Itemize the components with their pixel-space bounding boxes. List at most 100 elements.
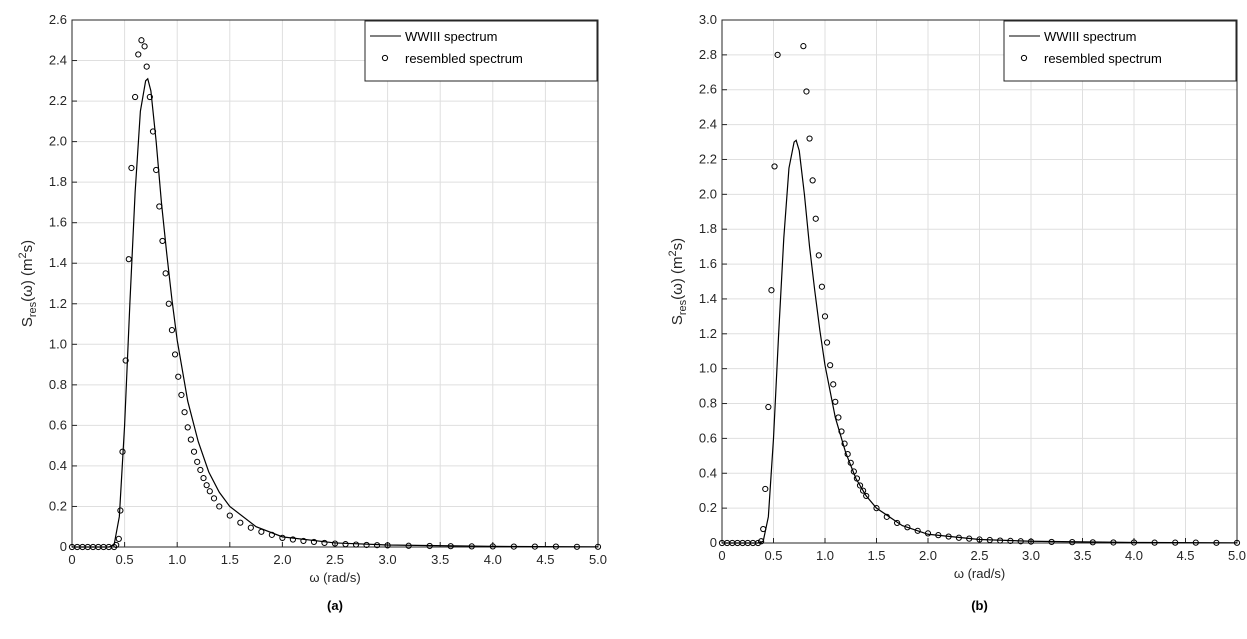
x-tick-label: 0: [718, 548, 725, 563]
x-tick-label: 4.0: [1125, 548, 1143, 563]
spectrum-marker: [159, 237, 166, 245]
spectrum-marker: [468, 543, 475, 550]
spectrum-line: [72, 77, 599, 548]
spectrum-marker: [573, 543, 581, 550]
spectrum-marker: [426, 542, 433, 550]
y-tick-label: 1.0: [699, 361, 717, 376]
y-tick-label: 2.8: [699, 47, 717, 62]
spectrum-marker: [165, 300, 172, 307]
spectrum-marker: [146, 93, 153, 101]
y-tick-label: 2.0: [699, 186, 717, 201]
spectrum-marker: [138, 37, 145, 44]
spectrum-marker: [1233, 539, 1241, 546]
spectrum-marker: [321, 539, 328, 547]
spectrum-marker: [226, 512, 233, 519]
y-axis-label-part: res: [677, 299, 689, 315]
legend-label: WWIII spectrum: [405, 29, 497, 44]
spectrum-marker: [132, 93, 139, 101]
spectrum-marker: [373, 542, 381, 549]
spectrum-marker: [289, 536, 297, 543]
y-axis-label-part: s): [19, 240, 36, 253]
spectrum-marker: [1048, 538, 1055, 546]
y-tick-label: 1.2: [699, 326, 717, 341]
y-axis-label: Sres(ω) (m2s): [667, 238, 689, 325]
y-tick-label: 2.6: [699, 82, 717, 97]
legend-label: WWIII spectrum: [1044, 29, 1136, 44]
spectrum-marker: [184, 424, 191, 431]
spectrum-marker: [247, 524, 254, 531]
y-tick-label: 2.4: [49, 53, 67, 68]
spectrum-marker: [762, 485, 769, 493]
spectrum-marker: [997, 537, 1004, 544]
x-tick-label: 0: [68, 552, 75, 567]
spectrum-marker: [883, 513, 890, 520]
spectrum-marker: [119, 448, 126, 455]
spectrum-marker: [115, 535, 122, 542]
spectrum-marker: [976, 536, 983, 543]
spectrum-marker: [171, 351, 179, 358]
x-tick-label: 1.5: [867, 548, 885, 563]
spectrum-marker: [821, 313, 829, 320]
legend-box: [1003, 20, 1237, 82]
spectrum-marker: [847, 459, 854, 466]
spectrum-marker: [841, 440, 848, 447]
spectrum-marker: [143, 63, 150, 70]
y-axis-label-part: (ω) (m: [669, 256, 686, 299]
y-tick-label: 0.4: [699, 465, 717, 480]
spectrum-marker: [258, 528, 265, 535]
spectrum-marker: [774, 51, 781, 58]
x-tick-label: 1.0: [168, 552, 186, 567]
spectrum-marker: [510, 543, 517, 550]
spectrum-marker: [237, 519, 244, 526]
x-tick-label: 4.5: [1176, 548, 1194, 563]
x-tick-label: 0.5: [764, 548, 782, 563]
spectrum-marker: [860, 487, 867, 494]
spectrum-marker: [760, 525, 767, 533]
y-axis-label-part: s): [669, 238, 686, 251]
y-tick-label: 0.6: [49, 417, 67, 432]
y-tick-label: 1.4: [49, 255, 67, 270]
x-tick-label: 5.0: [589, 552, 607, 567]
spectrum-marker: [203, 482, 210, 489]
spectrum-marker: [594, 543, 602, 550]
y-tick-label: 2.6: [49, 12, 67, 27]
x-tick-label: 0.5: [116, 552, 134, 567]
y-axis-label-part: S: [19, 317, 36, 327]
x-tick-label: 2.5: [970, 548, 988, 563]
x-tick-label: 3.5: [1073, 548, 1091, 563]
x-tick-label: 4.5: [536, 552, 554, 567]
spectrum-marker: [1192, 539, 1199, 546]
legend: WWIII spectrum resembled spectrum: [1003, 20, 1237, 82]
spectrum-marker: [300, 537, 307, 545]
spectrum-marker: [1110, 539, 1117, 546]
spectrum-marker: [809, 177, 816, 184]
panel: 0 0.5 1.0 1.5 2.0 2.5 3.0 3.5 4.0 4.5 5.0 0 0.2 0.4 0.…: [17, 12, 607, 613]
x-tick-label: 2.0: [273, 552, 291, 567]
spectrum-marker: [832, 398, 839, 405]
spectrum-marker: [771, 163, 778, 170]
panel: 0 0.5 1.0 1.5 2.0 2.5 3.0 3.5 4.0 4.5 5.0 0 0.2 0.4 0.…: [667, 12, 1246, 613]
spectrum-marker: [803, 88, 810, 95]
spectrum-marker: [812, 215, 819, 222]
panel-label: (a): [327, 598, 343, 613]
x-tick-label: 3.0: [1022, 548, 1040, 563]
y-tick-label: 0.6: [699, 430, 717, 445]
spectrum-marker: [187, 436, 194, 443]
y-tick-label: 0.4: [49, 458, 67, 473]
spectrum-marker: [175, 373, 182, 380]
spectrum-marker: [1089, 539, 1096, 546]
y-tick-label: 0: [60, 539, 67, 554]
spectrum-marker: [935, 532, 942, 539]
spectrum-marker: [853, 475, 861, 482]
spectrum-marker: [945, 533, 952, 540]
spectrum-marker: [835, 414, 842, 421]
y-axis-label-part: 2: [667, 250, 679, 256]
x-tick-label: 5.0: [1228, 548, 1246, 563]
spectrum-marker: [818, 283, 826, 290]
spectrum-marker: [838, 428, 845, 435]
spectrum-marker: [156, 203, 163, 210]
spectrum-marker: [197, 466, 204, 474]
y-tick-label: 0.2: [49, 498, 67, 513]
y-axis-label-part: 2: [17, 252, 29, 258]
